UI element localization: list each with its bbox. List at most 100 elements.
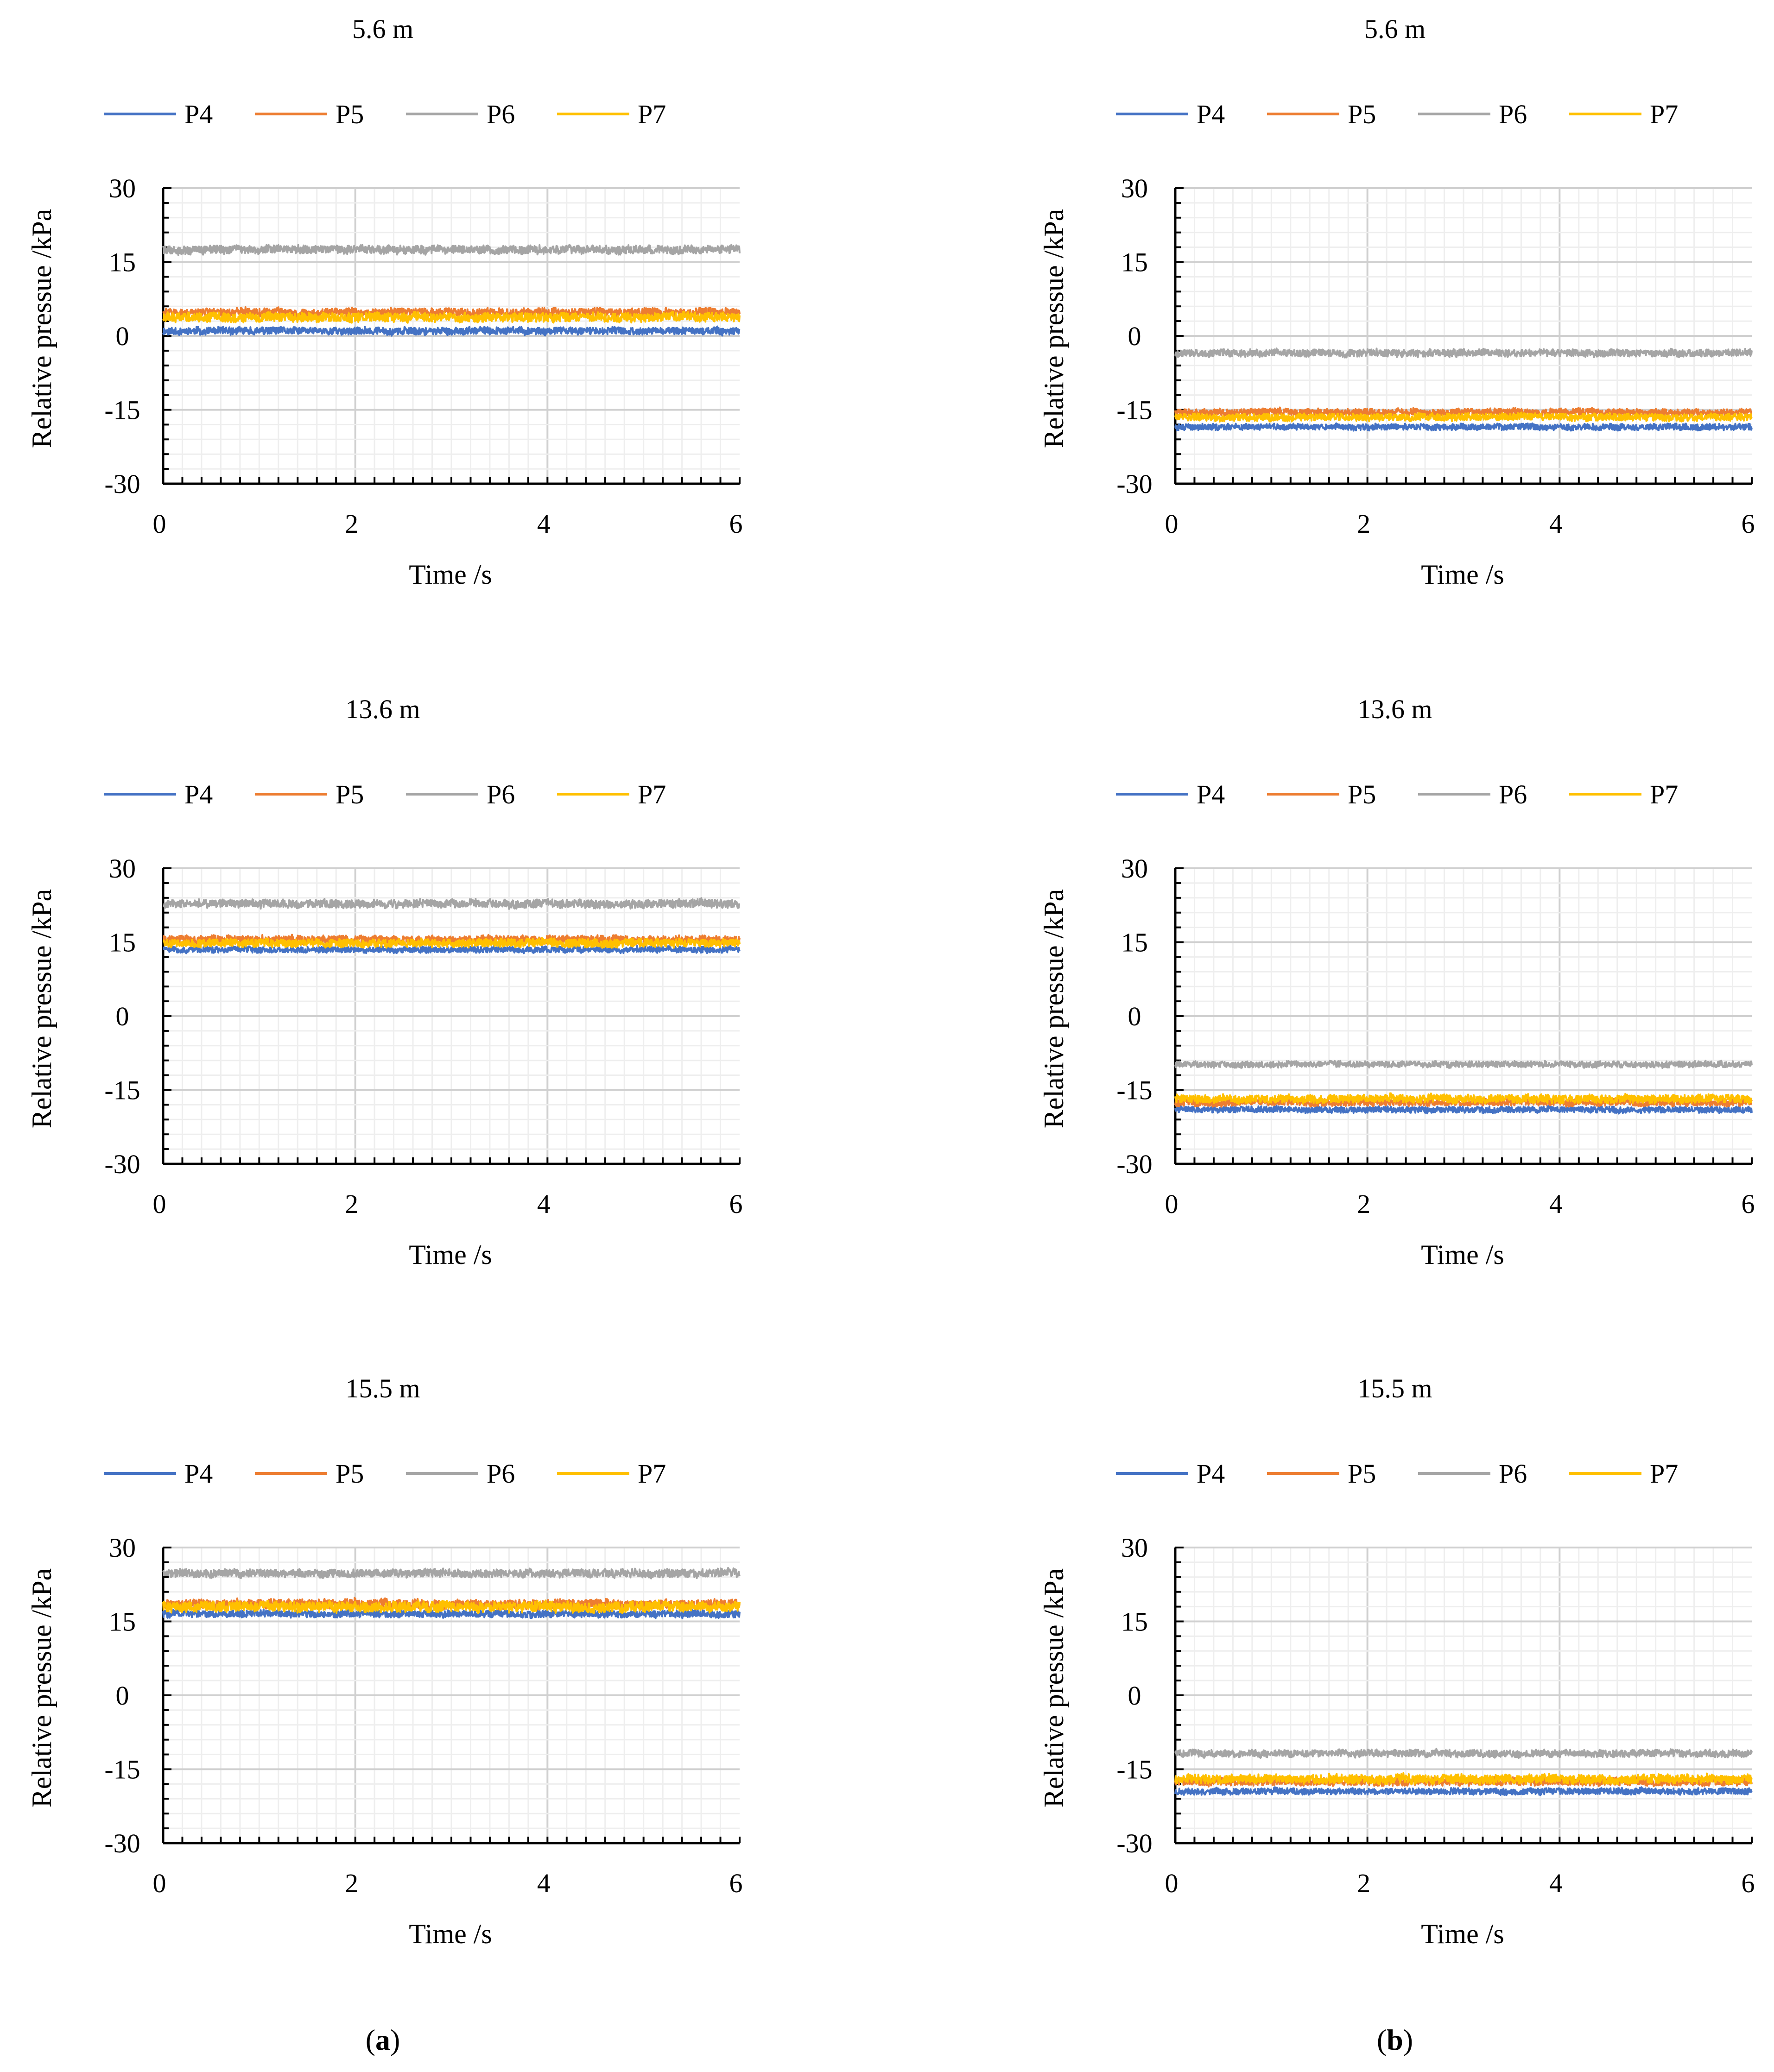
- chart-b-1: 5.6 m P4 P5 P6 P7 30 15 0 -15 -30 0 2 4 6 Time /s Relat…: [1039, 14, 1755, 590]
- series-line-p6: [1174, 1060, 1753, 1069]
- series-line-p6: [1174, 1748, 1753, 1759]
- series-line-p4: [162, 945, 741, 954]
- chart-title: 13.6 m: [1357, 694, 1432, 724]
- y-tick-label: 15: [109, 247, 136, 278]
- legend-label-p4: P4: [184, 1459, 213, 1489]
- series-line-p7: [1174, 411, 1753, 423]
- x-tick-label: 6: [1742, 1868, 1755, 1898]
- y-tick-label: 30: [109, 853, 136, 884]
- series-line-p4: [162, 1608, 741, 1619]
- y-tick-label: 30: [1121, 853, 1148, 884]
- grid: [163, 867, 740, 1164]
- series-line-p7: [162, 310, 741, 324]
- x-tick-label: 2: [1357, 1868, 1370, 1898]
- series-line-p6: [162, 897, 741, 910]
- x-tick-label: 0: [153, 509, 166, 539]
- grid: [163, 1547, 740, 1843]
- chart-b-2: 13.6 m P4 P5 P6 P7 30 15 0 -15 -30 0 2 4 6 Time /s Rela…: [1039, 694, 1755, 1270]
- y-tick-label: -15: [1116, 1755, 1152, 1785]
- grid: [163, 187, 740, 484]
- x-tick-label: 4: [1549, 509, 1563, 539]
- y-tick-label: 0: [116, 1680, 129, 1711]
- y-tick-label: 0: [116, 1001, 129, 1031]
- series-line-p4: [1174, 1105, 1753, 1115]
- series-line-p6: [162, 244, 741, 256]
- x-tick-label: 4: [1549, 1868, 1563, 1898]
- y-tick-label: 30: [109, 173, 136, 203]
- y-tick-label: -15: [104, 395, 140, 425]
- legend: P4 P5 P6 P7: [1116, 779, 1678, 809]
- legend-label-p7: P7: [1650, 779, 1678, 809]
- y-tick-label: 30: [1121, 173, 1148, 203]
- x-axis-title: Time /s: [1421, 1239, 1504, 1270]
- y-tick-label: -30: [104, 1828, 140, 1858]
- legend-label-p7: P7: [638, 99, 666, 129]
- y-axis-title: Relative pressue /kPa: [26, 1568, 57, 1808]
- x-tick-label: 6: [1742, 1189, 1755, 1219]
- chart-b-3: 15.5 m P4 P5 P6 P7 30 15 0 -15 -30 0 2 4 6 Time /s Rela…: [1039, 1373, 1755, 1949]
- chart-title: 13.6 m: [345, 694, 420, 724]
- legend-label-p7: P7: [638, 1459, 666, 1489]
- x-tick-label: 4: [537, 1189, 551, 1219]
- y-tick-label: 15: [1121, 1607, 1148, 1637]
- x-tick-label: 6: [729, 1868, 743, 1898]
- x-axis-title: Time /s: [409, 1239, 492, 1270]
- x-tick-label: 2: [1357, 1189, 1370, 1219]
- grid: [1175, 187, 1752, 484]
- x-tick-label: 4: [537, 509, 551, 539]
- series-line-p6: [162, 1567, 741, 1579]
- y-tick-label: -15: [104, 1075, 140, 1105]
- legend-label-p7: P7: [1650, 1459, 1678, 1489]
- x-axis-title: Time /s: [1421, 559, 1504, 590]
- y-tick-label: -15: [1116, 1075, 1152, 1105]
- y-tick-label: 15: [1121, 247, 1148, 278]
- series-line-p4: [1174, 422, 1753, 432]
- y-axis-title: Relative pressue /kPa: [26, 209, 57, 449]
- legend: P4 P5 P6 P7: [104, 99, 666, 129]
- x-tick-label: 0: [153, 1189, 166, 1219]
- series-line-p4: [162, 325, 741, 337]
- series-line-p7: [162, 937, 741, 949]
- y-tick-label: 15: [109, 1607, 136, 1637]
- panel-label-b: (b): [1377, 2023, 1413, 2056]
- y-tick-label: 0: [116, 321, 129, 351]
- x-tick-label: 6: [1742, 509, 1755, 539]
- legend-label-p5: P5: [336, 99, 364, 129]
- legend-label-p4: P4: [1197, 779, 1225, 809]
- x-tick-label: 2: [345, 1189, 358, 1219]
- legend: P4 P5 P6 P7: [104, 1459, 666, 1489]
- legend-label-p5: P5: [1348, 1459, 1376, 1489]
- legend-label-p6: P6: [1499, 99, 1527, 129]
- y-axis-title: Relative pressue /kPa: [26, 889, 57, 1129]
- grid: [1175, 867, 1752, 1164]
- y-tick-label: 0: [1128, 321, 1141, 351]
- y-tick-label: 0: [1128, 1680, 1141, 1711]
- y-tick-label: -15: [1116, 395, 1152, 425]
- series-line-p5: [162, 934, 741, 946]
- y-tick-label: -30: [1116, 1828, 1152, 1858]
- x-tick-label: 2: [345, 509, 358, 539]
- legend-label-p6: P6: [487, 99, 515, 129]
- chart-title: 5.6 m: [352, 14, 413, 44]
- x-tick-label: 6: [729, 1189, 743, 1219]
- y-tick-label: -30: [104, 1149, 140, 1179]
- legend-label-p5: P5: [1348, 99, 1376, 129]
- x-tick-label: 0: [1165, 509, 1178, 539]
- legend-label-p6: P6: [487, 1459, 515, 1489]
- legend-label-p4: P4: [1197, 99, 1225, 129]
- legend-label-p4: P4: [184, 779, 213, 809]
- y-axis-title: Relative pressue /kPa: [1039, 1568, 1069, 1808]
- y-tick-label: -15: [104, 1755, 140, 1785]
- y-tick-label: -30: [1116, 469, 1152, 499]
- y-tick-label: 15: [1121, 928, 1148, 958]
- chart-a-1: 5.6 m P4 P5 P6 P7 30 15 0 -15 -30 0 2 4 6 Time /s Relat…: [26, 14, 743, 590]
- series-line-p4: [1174, 1786, 1753, 1796]
- chart-title: 15.5 m: [1357, 1373, 1432, 1403]
- y-tick-label: 30: [109, 1533, 136, 1563]
- chart-a-3: 15.5 m P4 P5 P6 P7 30 15 0 -15 -30 0 2 4 6 Time /s Rela…: [26, 1373, 743, 1949]
- legend-label-p4: P4: [184, 99, 213, 129]
- x-tick-label: 4: [537, 1868, 551, 1898]
- chart-title: 5.6 m: [1364, 14, 1426, 44]
- grid: [1175, 1547, 1752, 1843]
